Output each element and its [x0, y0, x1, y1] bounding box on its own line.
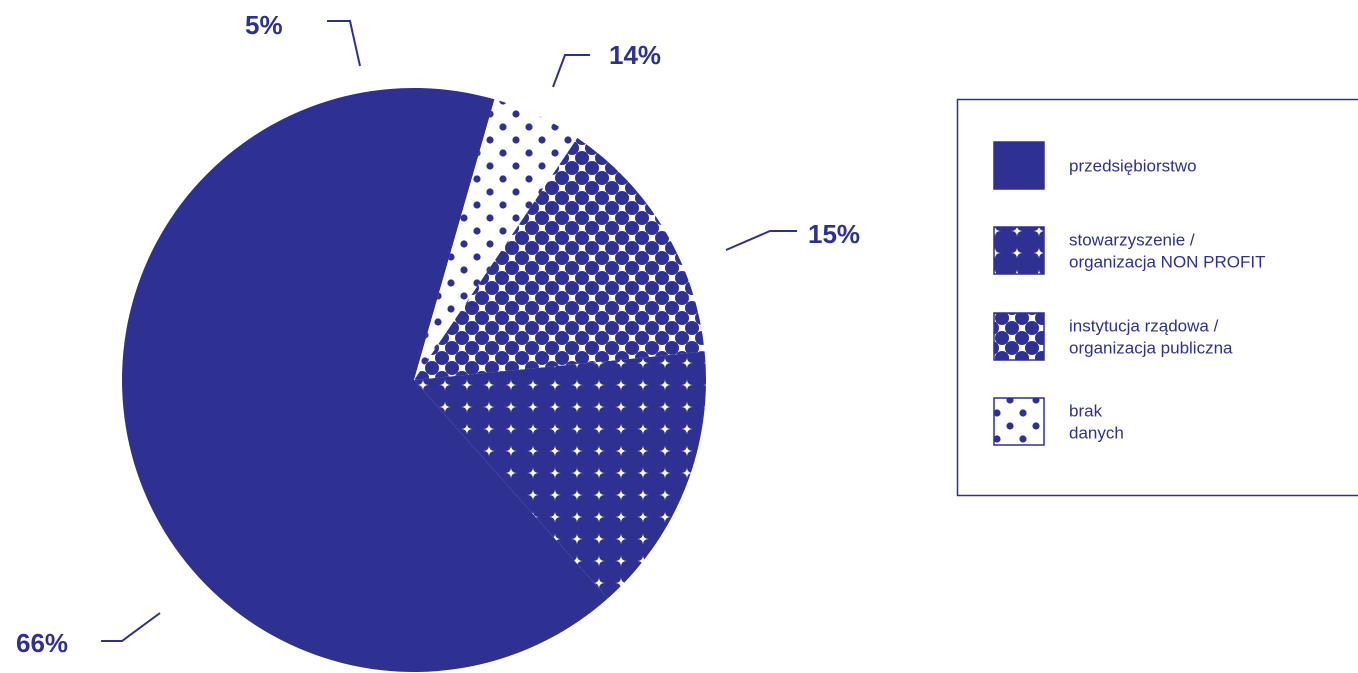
leader-line-przedsiebiorstwo — [101, 612, 161, 642]
legend: przedsiębiorstwo stowarzyszenie / organiza… — [956, 98, 1358, 497]
data-label-przedsiebiorstwo: 66% — [16, 628, 68, 658]
legend-label: przedsiębiorstwo — [1069, 157, 1197, 176]
legend-item-instytucja-rzadowa-organizacja-publiczna: instytucja rządowa / organizacja publiczn… — [993, 312, 1233, 361]
legend-item-przedsiebiorstwo: przedsiębiorstwo — [993, 141, 1197, 190]
leader-line-instytucja-rzadowa-organizacja-publiczna — [552, 54, 590, 88]
legend-label: stowarzyszenie / organizacja NON PROFIT — [1069, 231, 1266, 272]
legend-item-stowarzyszenie-organizacja-non-profit: stowarzyszenie / organizacja NON PROFIT — [993, 226, 1266, 275]
pie-callouts: 66% 15% 14% 5% — [16, 10, 860, 658]
legend-label: brak danych — [1069, 402, 1124, 443]
pie-slice-brak-danych — [414, 99, 578, 380]
legend-swatch — [993, 397, 1045, 446]
leader-line-stowarzyszenie-organizacja-non-profit — [725, 230, 797, 251]
legend-swatch — [993, 226, 1045, 275]
legend-swatch — [993, 312, 1045, 361]
pie-slice-stowarzyszenie-organizacja-non-profit — [414, 351, 707, 599]
pie-slice-przedsiebiorstwo — [122, 87, 608, 672]
leader-line-brak-danych — [327, 20, 361, 67]
pie-slices — [122, 87, 707, 672]
pie-slice-instytucja-rzadowa-organizacja-publiczna — [414, 137, 705, 380]
data-label-brak-danych: 5% — [245, 10, 283, 40]
data-label-stowarzyszenie-organizacja-non-profit: 15% — [808, 219, 860, 249]
legend-swatch — [993, 141, 1045, 190]
legend-label: instytucja rządowa / organizacja publiczn… — [1069, 317, 1233, 358]
legend-item-brak-danych: brak danych — [993, 397, 1124, 446]
data-label-instytucja-rzadowa-organizacja-publiczna: 14% — [609, 40, 661, 70]
